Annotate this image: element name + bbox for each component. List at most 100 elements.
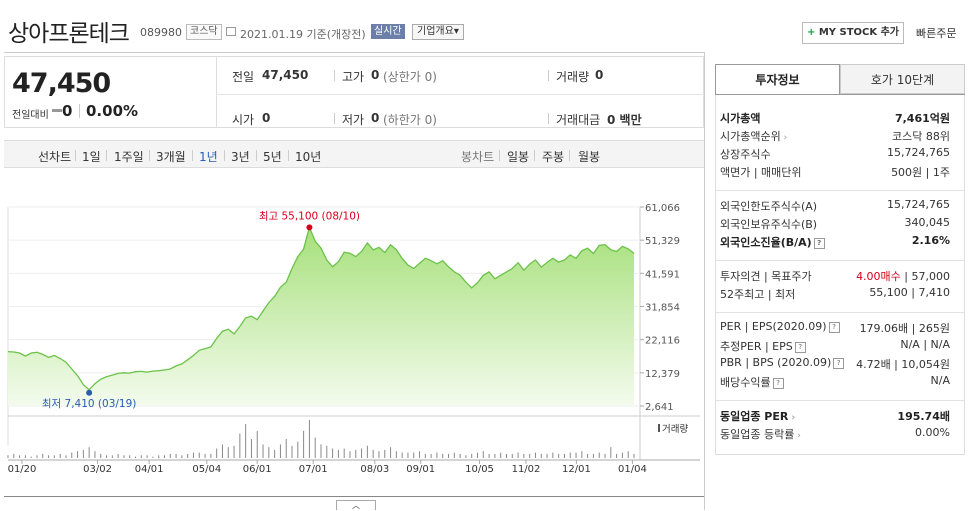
amount-label: 거래대금 [556, 113, 601, 127]
high-label: 최고 55,100 (08/10) [259, 210, 360, 222]
info-row: 배당수익률? N/A [720, 374, 950, 392]
realtime-button[interactable]: 실시간 [371, 24, 405, 39]
info-row: 외국인보유주식수(B) 340,045 [720, 216, 950, 234]
info-row-label-text: PER | EPS(2020.09) [720, 320, 827, 333]
header-divider [4, 52, 704, 53]
info-row-value: 340,045 [905, 216, 951, 229]
quick-order-link[interactable]: 빠른주문 [916, 27, 957, 40]
add-my-stock-label: MY STOCK 추가 [818, 27, 900, 38]
collapse-chart-button[interactable]: ︿ [336, 500, 376, 510]
volume-legend-swatch [658, 424, 660, 432]
info-row-value-text: 코스닥 88위 [892, 130, 950, 143]
info-row-label-text: 투자의견 | 목표주가 [720, 270, 812, 283]
change-label: 전일대비 [12, 110, 49, 121]
info-row-value-text: 179.06배 | 265원 [859, 322, 950, 335]
y-tick-label: 61,066 [645, 203, 680, 214]
period-10y[interactable]: 10년 [295, 150, 322, 164]
x-tick-label: 05/04 [192, 464, 221, 475]
info-row-value: 195.74배 [897, 408, 950, 424]
info-row-label-text: 시가총액 [720, 112, 761, 125]
volume-value: 0 [595, 68, 604, 82]
chevron-down-icon: ▾ [453, 26, 459, 37]
help-icon[interactable]: ? [828, 321, 840, 333]
prev-close-label: 전일 [232, 70, 255, 84]
info-row-label-text: 외국인소진율(B/A) [720, 236, 812, 249]
info-row-label: 액면가 | 매매단위 [720, 164, 802, 180]
change-separator [79, 104, 80, 118]
info-row-label[interactable]: 동일업종 PER › [720, 408, 795, 424]
info-row-label-text: PBR | BPS (2020.09) [720, 356, 832, 369]
info-row-value: 4.72배 | 10,054원 [856, 356, 950, 372]
info-row-value: 4.00매수 | 57,000 [856, 268, 950, 284]
info-row-value-text: 0.00% [915, 426, 950, 439]
info-row-label-text: 배당수익률 [720, 376, 771, 389]
price-line [7, 225, 635, 391]
info-row-label[interactable]: 시가총액순위 › [720, 128, 787, 144]
x-tick-label: 11/02 [512, 464, 541, 475]
info-row-label-text: 액면가 | 매매단위 [720, 166, 802, 179]
low-value: 0 [371, 111, 380, 125]
period-3y[interactable]: 3년 [231, 150, 250, 164]
tab-invest-info[interactable]: 투자정보 [715, 64, 840, 94]
corp-info-button[interactable]: 기업개요▾ [412, 24, 464, 40]
volume-label: 거래량 [556, 70, 590, 84]
add-my-stock-button[interactable]: + MY STOCK 추가 [802, 22, 904, 44]
x-tick-label: 12/01 [562, 464, 591, 475]
y-tick-label: 41,591 [645, 269, 680, 280]
price-chart[interactable]: 61,066 51,329 41,591 31,854 22,116 12,379 2,64… [0, 190, 704, 490]
help-icon[interactable]: ? [794, 341, 806, 353]
calendar-icon [226, 27, 236, 36]
info-row-label-text: 외국인한도주식수(A) [720, 200, 818, 213]
period-1y[interactable]: 1년 [199, 150, 218, 164]
x-tick-label: 01/04 [618, 464, 647, 475]
period-3m[interactable]: 3개월 [156, 150, 186, 164]
low-marker [86, 389, 93, 396]
info-row-value: 15,724,765 [887, 198, 950, 211]
period-5y[interactable]: 5년 [263, 150, 282, 164]
info-row: 시가총액 7,461억원 [720, 110, 950, 128]
price-summary-box [4, 56, 704, 128]
info-row-value-text: 7,461억원 [894, 112, 950, 125]
candle-monthly[interactable]: 월봉 [578, 150, 601, 164]
stat-separator [548, 113, 549, 124]
x-tick-label: 09/01 [406, 464, 435, 475]
info-row-label: 외국인보유주식수(B) [720, 216, 817, 232]
info-row-value-text: 2.16% [911, 234, 950, 247]
current-price: 47,450 [12, 68, 111, 99]
amount-value: 0 백만 [607, 113, 642, 127]
info-row: 투자의견 | 목표주가 4.00매수 | 57,000 [720, 268, 950, 286]
price-area [8, 227, 634, 406]
info-row: PER | EPS(2020.09)? 179.06배 | 265원 [720, 320, 950, 338]
info-row: 외국인한도주식수(A) 15,724,765 [720, 198, 950, 216]
stat-separator [548, 70, 549, 81]
info-row-label: PER | EPS(2020.09)? [720, 320, 840, 333]
info-row: 동일업종 PER › 195.74배 [720, 408, 950, 426]
info-row-value: 15,724,765 [887, 146, 950, 159]
y-tick-label: 12,379 [645, 369, 680, 380]
info-row-value: 7,461억원 [895, 110, 950, 126]
y-tick-label: 2,641 [645, 402, 674, 413]
x-tick-label: 10/05 [465, 464, 494, 475]
period-1w[interactable]: 1주일 [114, 150, 144, 164]
candle-daily[interactable]: 일봉 [507, 150, 530, 164]
info-row-label-text: 외국인보유주식수(B) [720, 218, 818, 231]
help-icon[interactable]: ? [772, 377, 784, 389]
info-row-label-text: 추정PER | EPS [720, 340, 793, 353]
tab-orderbook[interactable]: 호가 10단계 [840, 64, 965, 94]
help-icon[interactable]: ? [813, 237, 825, 249]
period-toolbar [4, 140, 704, 168]
help-icon[interactable]: ? [833, 357, 845, 369]
info-row: 상장주식수 15,724,765 [720, 146, 950, 164]
info-row-label: PBR | BPS (2020.09)? [720, 356, 845, 369]
info-row-label-text: 상장주식수 [720, 148, 771, 161]
info-row-value: 2.16% [912, 234, 950, 247]
info-row-label[interactable]: 동일업종 등락률 › [720, 426, 801, 442]
high-marker [306, 224, 313, 231]
info-row-value: 0.00% [915, 426, 950, 439]
period-1d[interactable]: 1일 [82, 150, 101, 164]
upper-limit: (상한가 0) [383, 70, 437, 84]
period-separator [149, 150, 150, 161]
candle-weekly[interactable]: 주봉 [542, 150, 565, 164]
high-value: 0 [371, 68, 380, 82]
period-separator [192, 150, 193, 161]
